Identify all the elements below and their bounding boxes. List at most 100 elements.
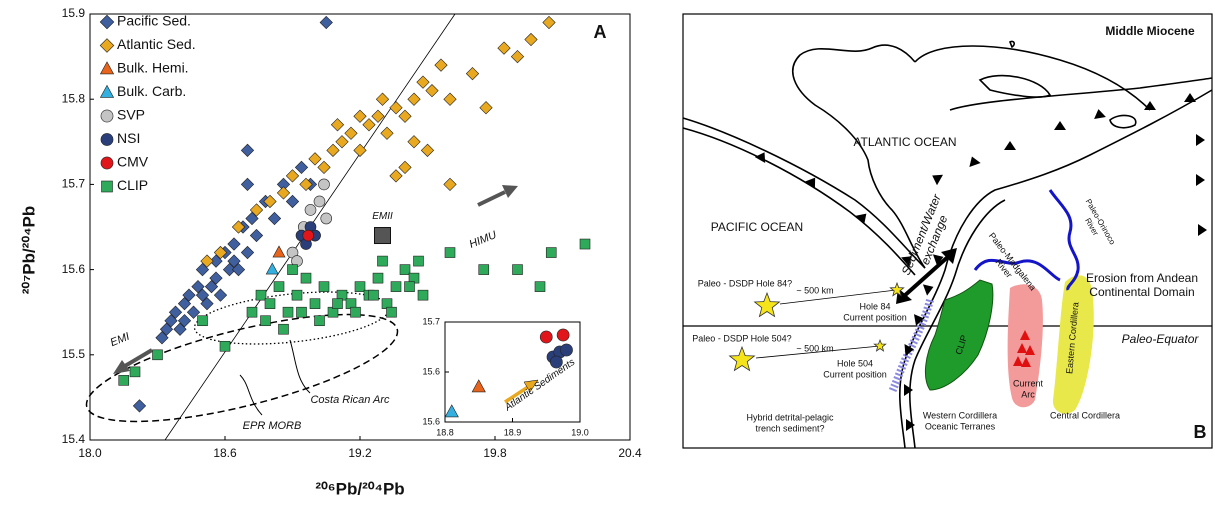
- marker: [376, 93, 388, 105]
- marker: [480, 102, 492, 114]
- marker: [305, 204, 316, 215]
- marker: [421, 144, 433, 156]
- marker: [333, 299, 343, 309]
- marker: [417, 76, 429, 88]
- marker: [444, 93, 456, 105]
- marker: [373, 273, 383, 283]
- map-label: Arc: [1021, 389, 1035, 399]
- marker: [268, 212, 280, 224]
- marker: [283, 307, 293, 317]
- marker: [511, 50, 523, 62]
- y-tick-label: 15.6: [422, 416, 440, 426]
- marker: [266, 263, 278, 274]
- marker: [543, 16, 555, 28]
- annotation: HIMU: [468, 229, 499, 251]
- marker: [320, 16, 332, 28]
- legend-label: Atlantic Sed.: [117, 36, 196, 52]
- y-tick-label: 15.4: [62, 432, 86, 446]
- marker: [297, 307, 307, 317]
- marker: [198, 316, 208, 326]
- marker: [292, 290, 302, 300]
- marker: [256, 290, 266, 300]
- marker: [314, 196, 325, 207]
- marker: [101, 133, 113, 145]
- marker: [540, 331, 552, 343]
- map-label: Oceanic Terranes: [925, 421, 996, 431]
- legend-label: SVP: [117, 107, 145, 123]
- y-tick-label: 15.6: [62, 262, 86, 276]
- annotation: EMI: [109, 331, 132, 349]
- annotation: EPR MORB: [243, 420, 302, 432]
- marker: [295, 161, 307, 173]
- marker: [391, 282, 401, 292]
- marker: [479, 265, 489, 275]
- marker: [345, 127, 357, 139]
- marker: [414, 256, 424, 266]
- marker: [546, 248, 556, 258]
- x-tick-label: 18.6: [213, 446, 237, 460]
- marker: [102, 181, 113, 192]
- map-label: Continental Domain: [1089, 285, 1194, 299]
- marker: [100, 62, 113, 74]
- y-tick-label: 15.7: [62, 177, 86, 191]
- map-label: ~ 500 km: [796, 343, 833, 353]
- marker: [315, 316, 325, 326]
- map-label: Paleo-Equator: [1122, 332, 1200, 346]
- map-label: Middle Miocene: [1105, 24, 1195, 38]
- marker: [309, 153, 321, 165]
- marker: [100, 15, 114, 29]
- marker: [513, 265, 523, 275]
- marker: [130, 367, 140, 377]
- map-label: Paleo - DSDP Hole 504?: [692, 333, 791, 343]
- leader-line: [240, 375, 262, 415]
- marker: [426, 84, 438, 96]
- legend-label: Pacific Sed.: [117, 13, 191, 29]
- x-axis-label: ²⁰⁶Pb/²⁰⁴Pb: [315, 479, 404, 498]
- panel-letter: B: [1194, 422, 1207, 442]
- marker: [418, 290, 428, 300]
- x-tick-label: 18.8: [436, 427, 454, 437]
- legend-label: Bulk. Hemi.: [117, 60, 189, 76]
- marker: [331, 119, 343, 131]
- marker: [445, 248, 455, 258]
- marker: [241, 178, 253, 190]
- marker: [153, 350, 163, 360]
- page: {"chart_data": [ {"type": "scatter", "pa…: [0, 0, 1215, 509]
- marker: [580, 239, 590, 249]
- marker: [560, 344, 572, 356]
- map-label: Current position: [823, 369, 887, 379]
- y-tick-label: 15.7: [422, 316, 440, 326]
- marker: [319, 282, 329, 292]
- marker: [273, 246, 285, 257]
- marker: [214, 289, 226, 301]
- marker: [535, 282, 545, 292]
- legend-label: NSI: [117, 130, 140, 146]
- y-axis-label: ²⁰⁷Pb/²⁰⁴Pb: [19, 206, 38, 295]
- marker: [390, 170, 402, 182]
- marker: [100, 85, 113, 97]
- legend-label: CLIP: [117, 177, 148, 193]
- marker: [101, 110, 113, 122]
- y-tick-label: 15.5: [62, 347, 86, 361]
- marker: [378, 256, 388, 266]
- map-label: Hybrid detrital-pelagic: [746, 412, 834, 422]
- map-label: Current position: [843, 312, 907, 322]
- marker: [444, 178, 456, 190]
- marker: [351, 307, 361, 317]
- marker: [354, 110, 366, 122]
- x-tick-label: 18.9: [504, 427, 522, 437]
- map-label: Paleo - DSDP Hole 84?: [698, 278, 792, 288]
- leader-line: [290, 340, 310, 393]
- y-tick-label: 15.6: [422, 366, 440, 376]
- marker: [408, 136, 420, 148]
- y-tick-label: 15.8: [62, 91, 86, 105]
- marker: [133, 400, 145, 412]
- marker: [310, 299, 320, 309]
- x-tick-label: 19.0: [571, 427, 589, 437]
- marker: [387, 307, 397, 317]
- marker: [228, 238, 240, 250]
- marker: [288, 265, 298, 275]
- marker: [286, 195, 298, 207]
- marker: [274, 282, 284, 292]
- marker: [336, 136, 348, 148]
